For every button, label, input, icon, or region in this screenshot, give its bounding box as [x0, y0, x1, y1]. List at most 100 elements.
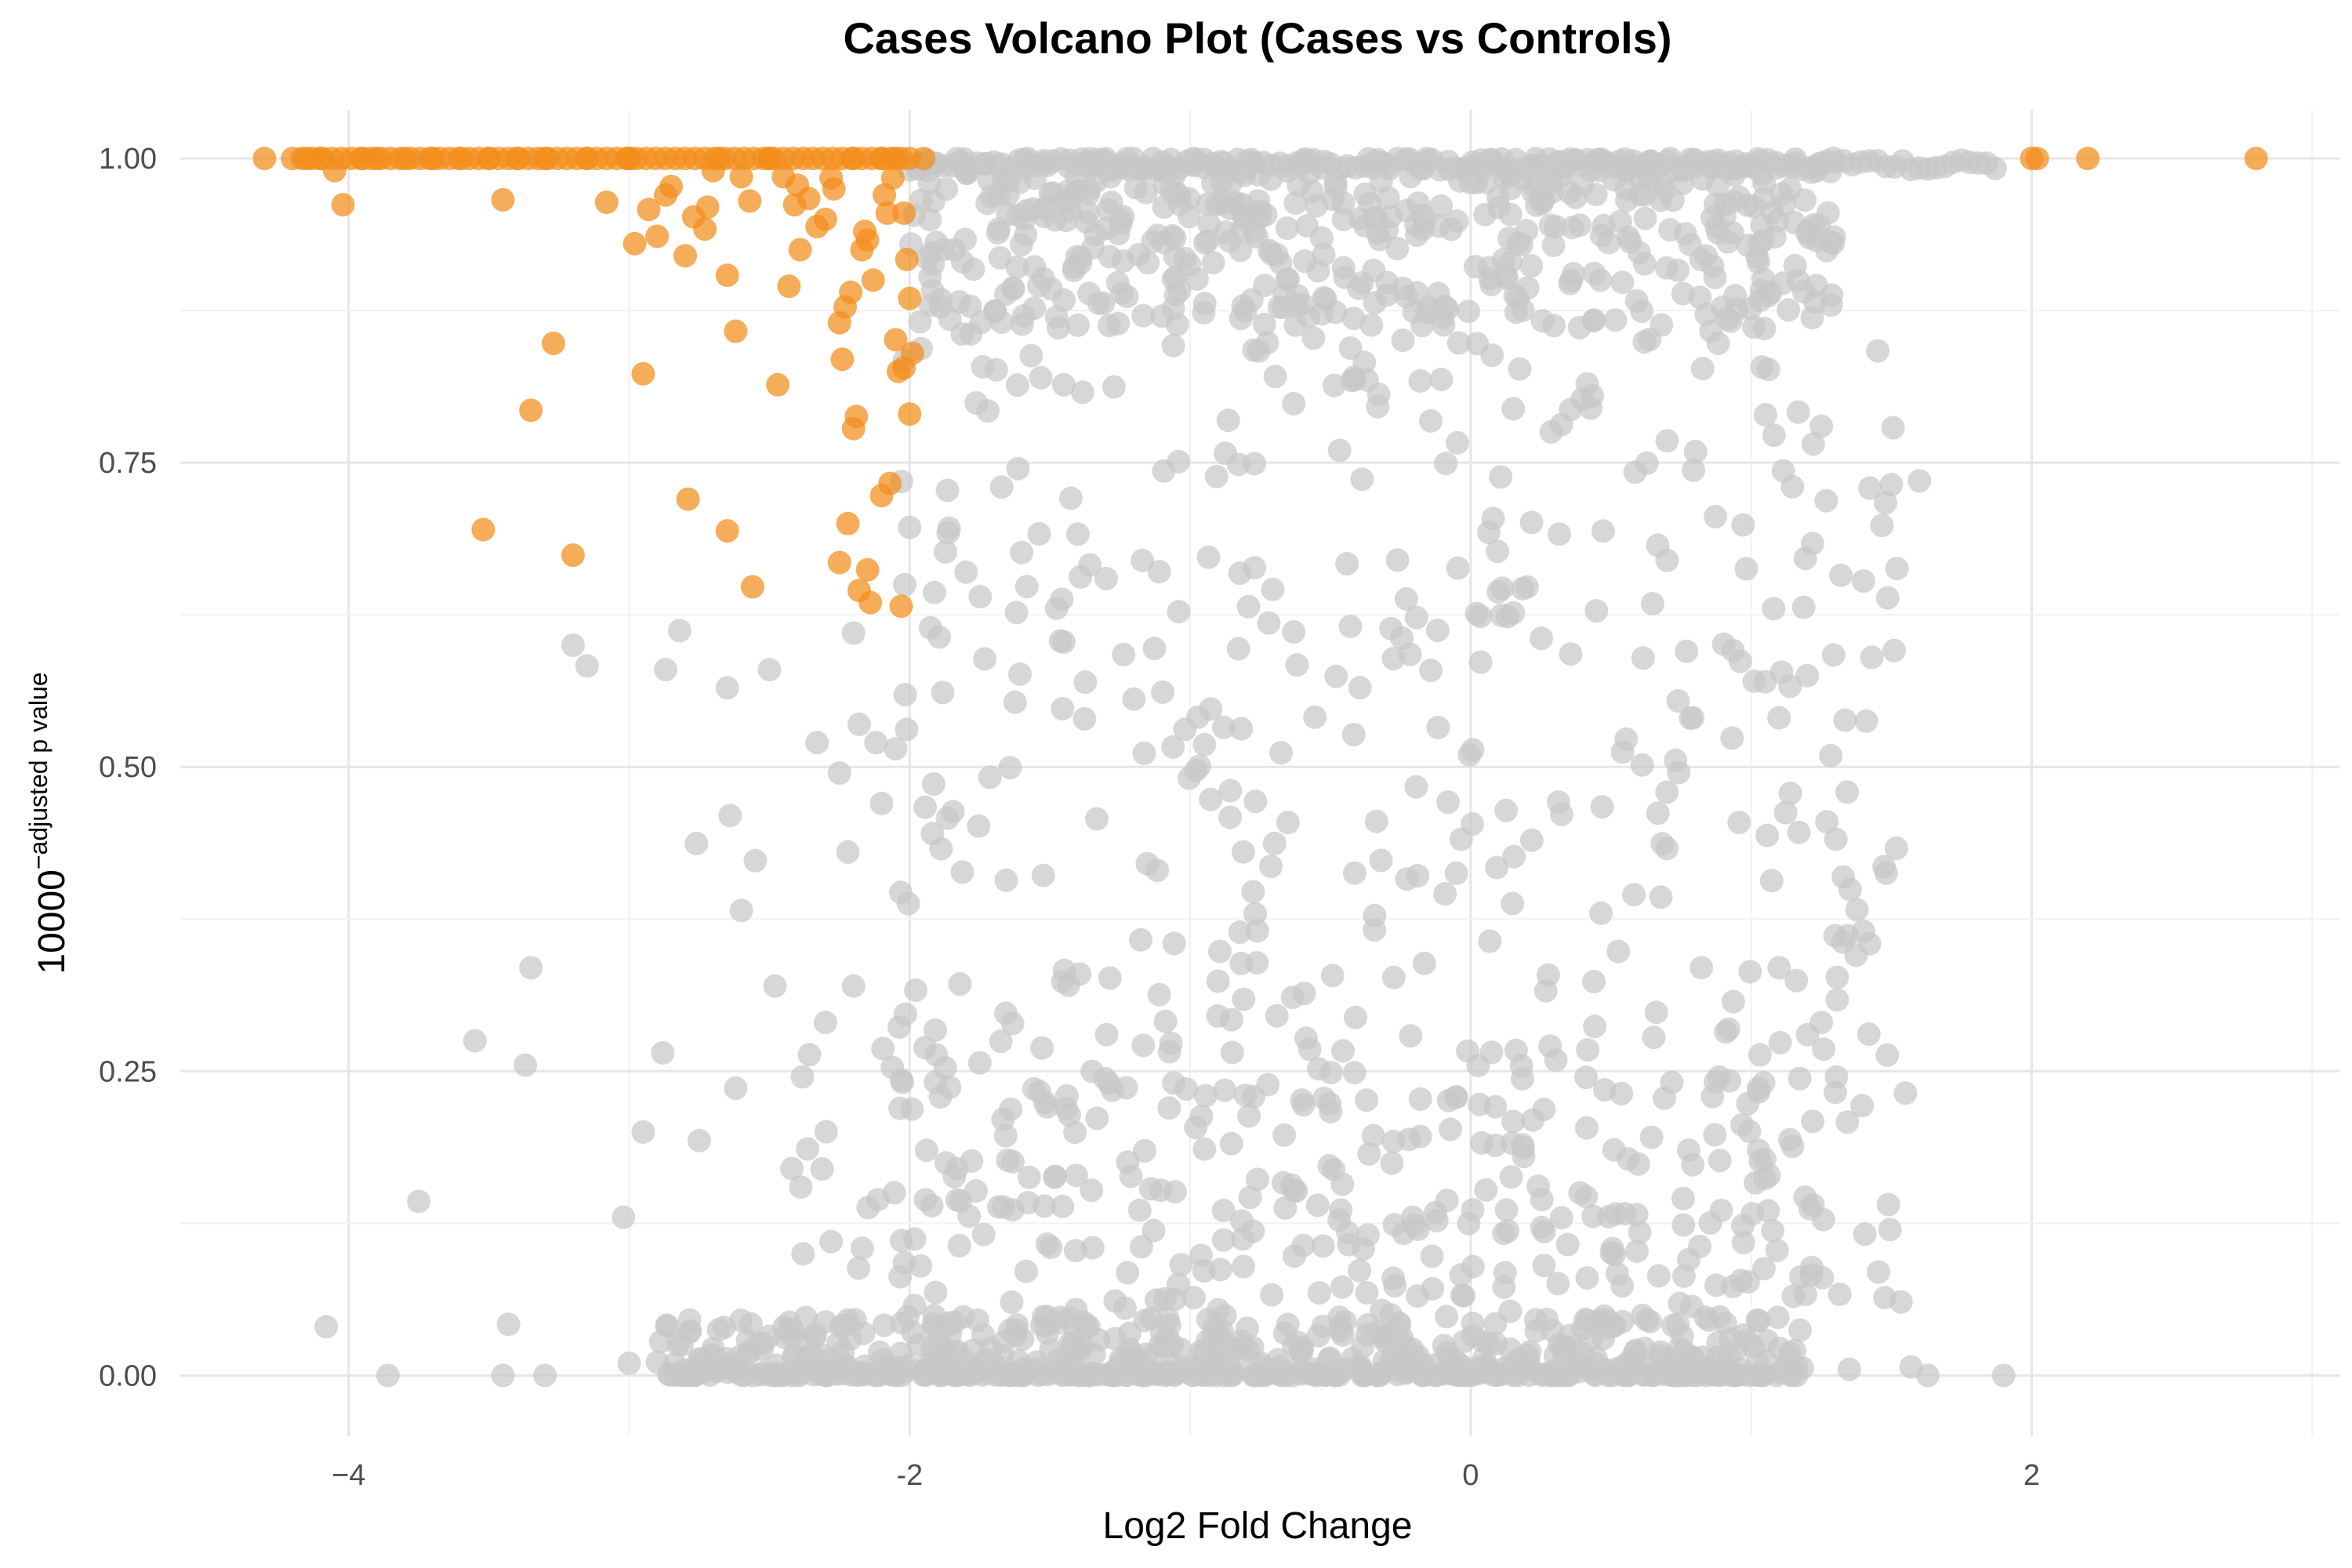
non-significant-point [1548, 522, 1571, 546]
significant-point [631, 361, 655, 386]
non-significant-point [687, 1128, 711, 1152]
non-significant-point [1142, 1218, 1166, 1243]
non-significant-point [1640, 158, 1664, 183]
non-significant-point [1033, 1091, 1057, 1115]
non-significant-point [789, 1175, 813, 1200]
non-significant-point [1690, 956, 1714, 980]
non-significant-point [1564, 185, 1588, 209]
non-significant-point [1885, 557, 1909, 581]
non-significant-point [1576, 1038, 1600, 1062]
non-significant-point [666, 1332, 690, 1356]
non-significant-point [496, 1312, 521, 1337]
non-significant-point [1457, 299, 1481, 324]
non-significant-point [1825, 988, 1849, 1012]
non-significant-point [1000, 1149, 1025, 1174]
non-significant-point [1192, 292, 1217, 316]
non-significant-point [1677, 1247, 1700, 1272]
non-significant-point [1738, 960, 1762, 984]
non-significant-point [1436, 1088, 1461, 1112]
non-significant-point [1603, 308, 1628, 332]
non-significant-point [921, 772, 946, 796]
significant-point [878, 471, 902, 495]
non-significant-point [1285, 653, 1309, 677]
non-significant-point [1575, 1266, 1599, 1290]
non-significant-point [1432, 313, 1456, 337]
non-significant-point [1192, 1137, 1217, 1161]
non-significant-point [1309, 226, 1334, 250]
non-significant-point [1131, 1363, 1155, 1388]
non-significant-point [1767, 956, 1791, 980]
non-significant-point [1335, 552, 1359, 575]
non-significant-point [1884, 837, 1908, 860]
non-significant-point [1646, 801, 1670, 826]
non-significant-point [1870, 514, 1894, 538]
non-significant-point [1290, 1088, 1314, 1112]
non-significant-point [1585, 147, 1610, 172]
non-significant-point [1392, 1333, 1417, 1357]
non-significant-point [1158, 1362, 1182, 1386]
non-significant-point [1761, 1218, 1785, 1243]
non-significant-point [1157, 1096, 1181, 1120]
non-significant-point [958, 294, 982, 318]
non-significant-point [1289, 1340, 1312, 1364]
non-significant-point [913, 795, 937, 819]
significant-point [491, 187, 515, 212]
non-significant-point [967, 1051, 992, 1075]
significant-point [766, 372, 790, 397]
non-significant-point [667, 619, 691, 643]
y-tick-label: 0.25 [99, 1055, 157, 1088]
non-significant-point [1613, 1202, 1637, 1225]
non-significant-point [1809, 1011, 1834, 1035]
non-significant-point [1745, 1308, 1769, 1332]
non-significant-point [1436, 1341, 1460, 1365]
non-significant-point [1411, 217, 1435, 241]
non-significant-point [1327, 438, 1352, 463]
non-significant-point [1307, 1281, 1331, 1305]
non-significant-point [1044, 596, 1069, 620]
non-significant-point [1098, 966, 1122, 990]
non-significant-point [1228, 920, 1252, 945]
significant-point [715, 519, 739, 543]
non-significant-point [631, 1120, 655, 1144]
non-significant-point [1342, 368, 1367, 392]
non-significant-point [1484, 1331, 1508, 1356]
non-significant-point [1486, 195, 1511, 220]
non-significant-point [1152, 230, 1176, 255]
non-significant-point [1703, 1123, 1727, 1147]
non-significant-point [1043, 1165, 1066, 1189]
non-significant-point [1538, 1034, 1563, 1058]
significant-point [2076, 147, 2100, 171]
non-significant-point [1485, 855, 1509, 880]
non-significant-point [945, 1188, 969, 1212]
non-significant-point [1131, 548, 1155, 572]
non-significant-point [1303, 705, 1327, 729]
y-tick-label: 1.00 [99, 143, 157, 176]
non-significant-point [651, 1041, 675, 1065]
significant-point [895, 247, 919, 271]
non-significant-point [1342, 1061, 1367, 1085]
non-significant-point [1022, 296, 1047, 321]
non-significant-point [1065, 165, 1088, 188]
non-significant-point [1181, 1286, 1206, 1310]
non-significant-point [1878, 1218, 1902, 1242]
non-significant-point [1809, 414, 1834, 438]
non-significant-point [1693, 1305, 1718, 1330]
non-significant-point [1525, 193, 1549, 217]
non-significant-point [1355, 1280, 1379, 1305]
non-significant-point [1091, 291, 1116, 315]
non-significant-point [1192, 732, 1217, 757]
non-significant-point [964, 391, 989, 415]
non-significant-point [1132, 741, 1156, 765]
svg-text:10000−adjusted p value: 10000−adjusted p value [24, 672, 73, 974]
non-significant-point [1362, 258, 1386, 282]
non-significant-point [964, 1179, 988, 1203]
x-tick-label: 0 [1462, 1459, 1479, 1492]
significant-point [827, 550, 851, 575]
non-significant-point [1605, 1261, 1629, 1286]
non-significant-point [1819, 743, 1843, 768]
non-significant-point [1369, 169, 1393, 194]
significant-point [875, 201, 899, 225]
non-significant-point [1343, 1005, 1367, 1029]
non-significant-point [1080, 1178, 1104, 1203]
